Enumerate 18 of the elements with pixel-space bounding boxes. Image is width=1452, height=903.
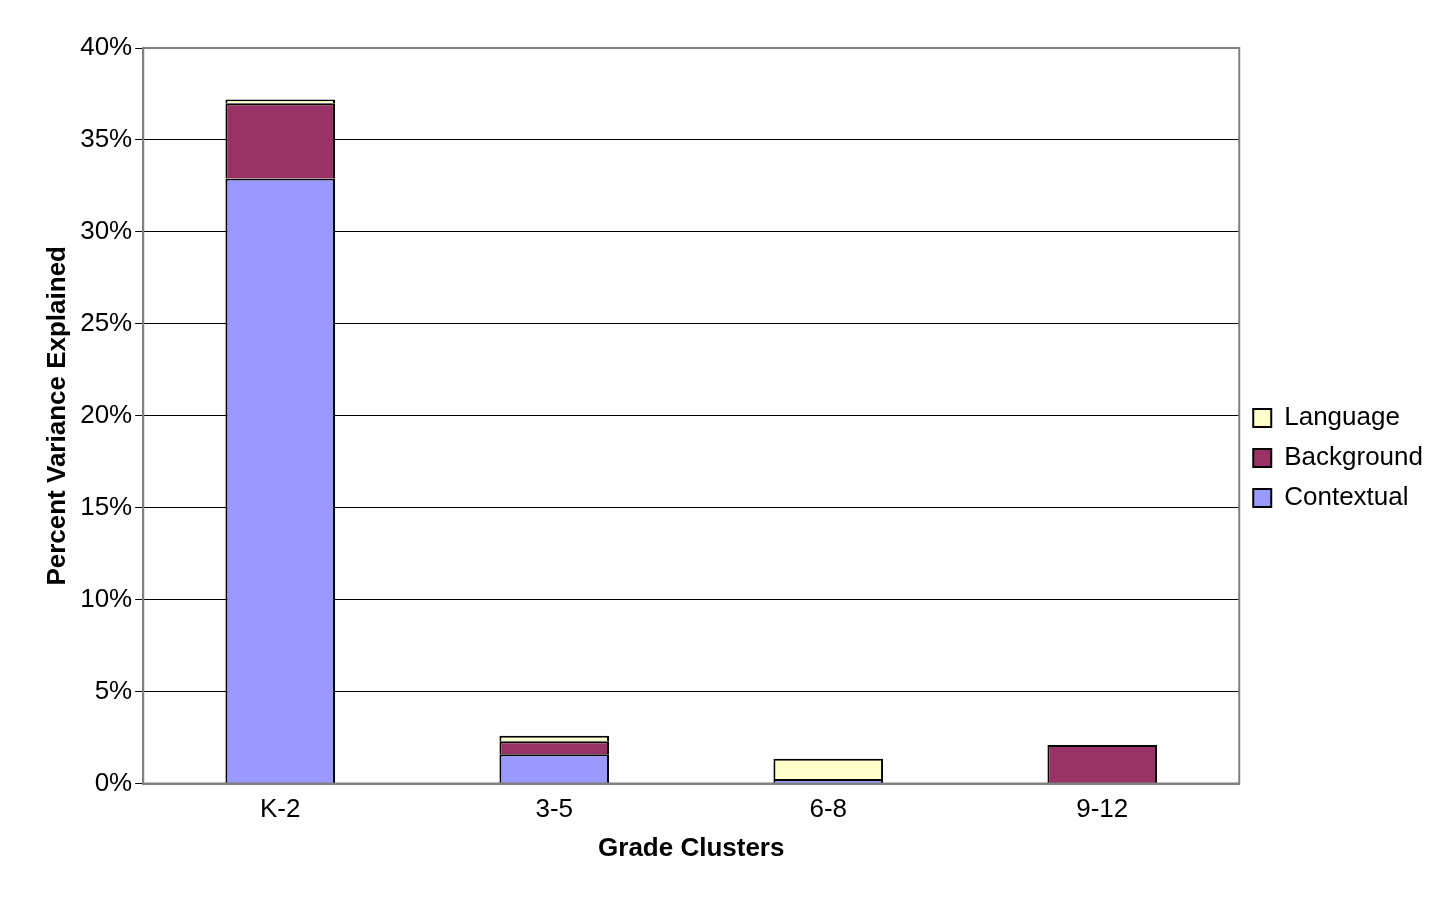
y-tick-label: 35% [80, 123, 133, 154]
x-tick-label: 9-12 [1076, 793, 1129, 824]
y-tick-label: 40% [80, 31, 133, 62]
legend-label: Language [1284, 401, 1400, 432]
y-tick-label: 10% [80, 582, 133, 613]
y-axis-title: Percent Variance Explained [40, 245, 71, 586]
y-tick-label: 30% [80, 215, 133, 246]
x-tick-label: K-2 [260, 793, 301, 824]
y-tick-label: 5% [94, 674, 133, 705]
legend-label: Contextual [1284, 481, 1409, 512]
x-axis-title: Grade Clusters [598, 831, 785, 862]
legend-label: Background [1284, 441, 1424, 472]
y-tick-label: 25% [80, 307, 133, 338]
y-tick-label: 20% [80, 398, 133, 429]
x-tick-label: 3-5 [535, 793, 574, 824]
y-tick-label: 0% [94, 766, 133, 797]
x-tick-label: 6-8 [809, 793, 848, 824]
y-tick-label: 15% [80, 490, 133, 521]
